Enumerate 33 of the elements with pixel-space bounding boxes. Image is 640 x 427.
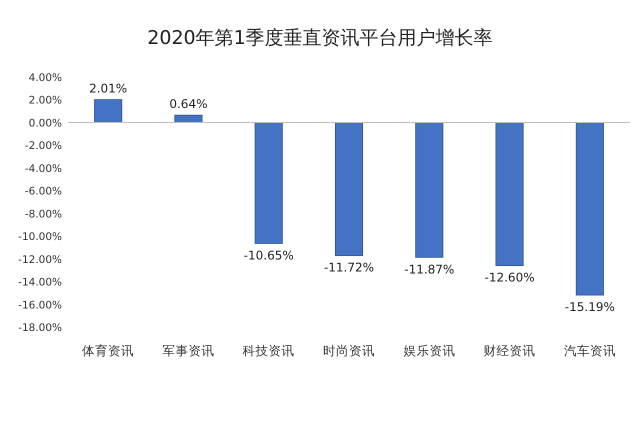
bar [576, 122, 604, 296]
x-tick-label: 体育资讯 [82, 343, 134, 358]
x-tick-label: 娱乐资讯 [403, 343, 456, 358]
x-tick-label: 科技资讯 [242, 343, 295, 358]
data-label: 0.64% [169, 97, 208, 112]
y-tick-label: -6.00% [24, 186, 62, 198]
y-tick-label: -14.00% [18, 276, 62, 289]
y-tick-label: -8.00% [24, 208, 62, 220]
data-label: -15.19% [564, 300, 615, 314]
y-tick-label: 0.00% [28, 117, 62, 130]
y-tick-label: -10.00% [18, 231, 62, 244]
bar [254, 122, 283, 244]
data-label: 2.01% [89, 82, 128, 96]
y-tick-label: 2.00% [28, 94, 62, 107]
bar [415, 122, 444, 258]
x-tick-label: 汽车资讯 [564, 343, 616, 358]
data-label: -12.60% [484, 270, 535, 285]
x-tick-label: 军事资讯 [162, 343, 214, 358]
y-tick-label: -16.00% [18, 299, 62, 312]
y-tick-label: -18.00% [18, 322, 62, 334]
bar [496, 122, 524, 266]
y-tick-label: -4.00% [24, 162, 62, 175]
chart-title: 2020年第1季度垂直资讯平台用户增长率 [147, 27, 493, 49]
y-tick-label: -12.00% [18, 254, 62, 266]
data-label: -11.87% [404, 262, 454, 276]
x-tick-label: 时尚资讯 [323, 343, 375, 358]
data-label: -11.72% [324, 260, 374, 275]
y-tick-label: 4.00% [28, 72, 62, 84]
y-tick-label: -2.00% [24, 140, 62, 152]
data-label: -10.65% [244, 248, 294, 262]
x-tick-label: 财经资讯 [484, 343, 536, 358]
bar [94, 99, 122, 123]
bar [334, 122, 364, 256]
